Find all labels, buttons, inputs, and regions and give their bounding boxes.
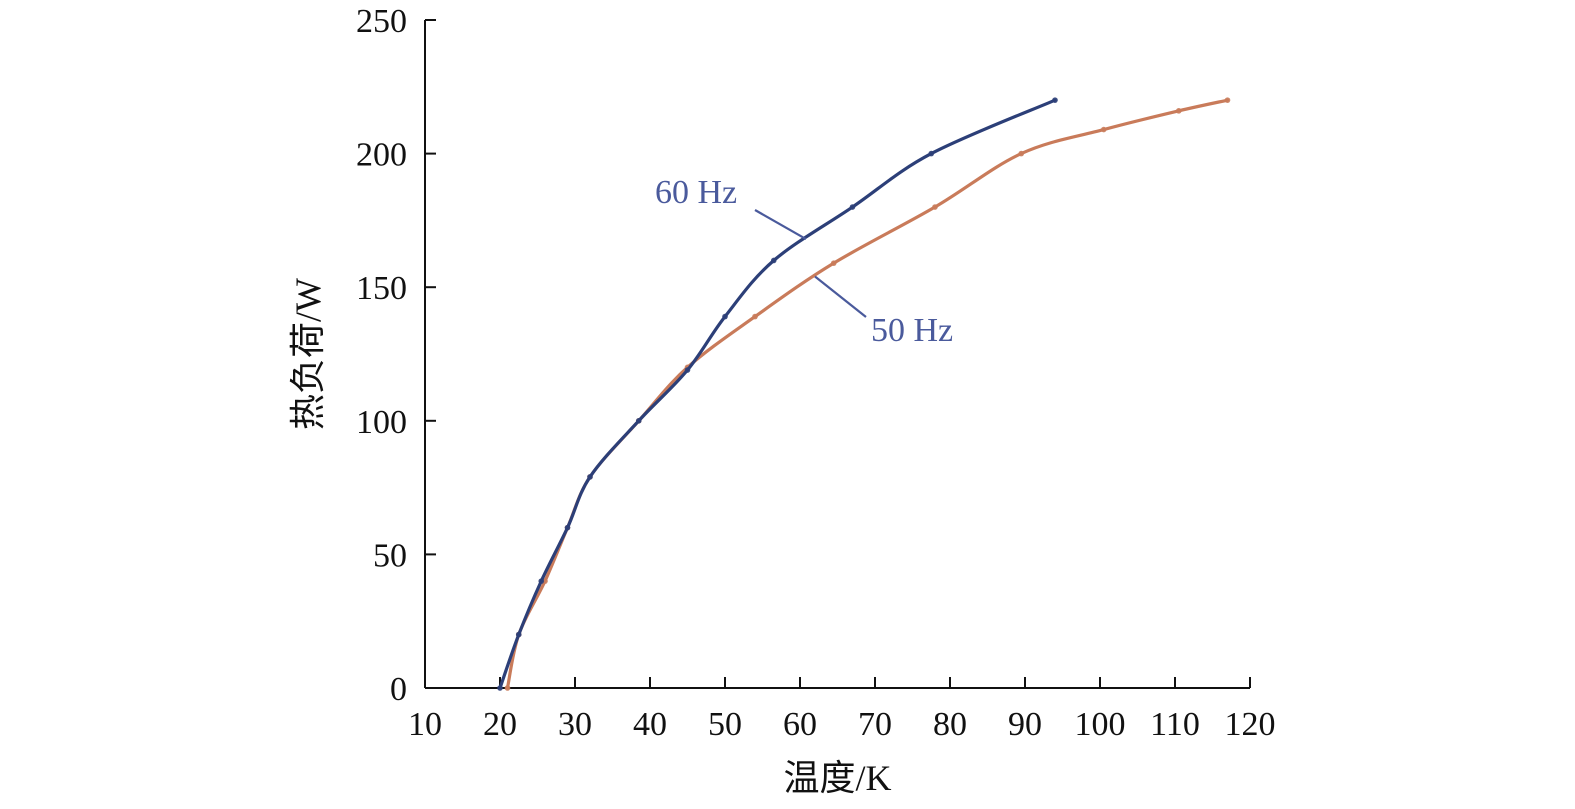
series-0-point-9 bbox=[849, 204, 856, 210]
x-tick-label-10: 10 bbox=[408, 706, 442, 743]
y-axis-title: 热负荷/W bbox=[288, 278, 328, 430]
series-0-point-5 bbox=[635, 418, 642, 424]
y-tick-label-200: 200 bbox=[356, 137, 407, 174]
series-label-60hz: 60 Hz bbox=[655, 174, 737, 211]
series-1-point-10 bbox=[1018, 150, 1025, 157]
series-0-point-8 bbox=[770, 257, 777, 264]
y-tick-label-150: 150 bbox=[356, 270, 407, 307]
y-tick-label-250: 250 bbox=[356, 3, 407, 40]
series-1-point-13 bbox=[1224, 97, 1231, 103]
series-0-point-11 bbox=[1052, 97, 1058, 103]
series-1-point-0 bbox=[504, 685, 511, 691]
series-0-point-7 bbox=[722, 313, 728, 320]
series-0-point-0 bbox=[497, 685, 503, 691]
x-tick-label-20: 20 bbox=[483, 706, 517, 743]
series-1-point-8 bbox=[830, 260, 837, 266]
series-1-point-9 bbox=[932, 204, 938, 210]
series-label-50hz: 50 Hz bbox=[871, 312, 953, 349]
x-tick-label-100: 100 bbox=[1075, 706, 1126, 743]
x-axis-title: 温度/K bbox=[783, 758, 891, 798]
x-tick-label-120: 120 bbox=[1225, 706, 1276, 743]
y-tick-label-100: 100 bbox=[356, 404, 407, 441]
x-tick-label-90: 90 bbox=[1008, 706, 1042, 743]
y-tick-label-0: 0 bbox=[390, 671, 407, 708]
x-tick-label-40: 40 bbox=[633, 706, 667, 743]
series-leader-50hz bbox=[814, 275, 867, 318]
series-1-50-hz bbox=[504, 97, 1231, 691]
x-tick-label-60: 60 bbox=[783, 706, 817, 743]
x-tick-label-110: 110 bbox=[1150, 706, 1200, 743]
series-leader-60hz bbox=[754, 209, 807, 241]
x-tick-label-30: 30 bbox=[558, 706, 592, 743]
axes-group: 10 20 30 40 50 60 70 80 90 100 110 120 0 50 100 150 200 2… bbox=[356, 3, 1276, 743]
y-tick-label-50: 50 bbox=[373, 537, 407, 574]
series-0-point-3 bbox=[564, 524, 571, 531]
series-line-0 bbox=[498, 98, 1057, 690]
series-label-group: 60 Hz 50 Hz bbox=[655, 174, 953, 349]
series-0-point-10 bbox=[928, 150, 935, 157]
x-tick-label-50: 50 bbox=[708, 706, 742, 743]
series-0-point-2 bbox=[538, 578, 545, 584]
series-0-point-6 bbox=[684, 367, 691, 373]
series-1-point-7 bbox=[752, 313, 758, 320]
series-0-point-1 bbox=[515, 631, 522, 638]
series-0-60-hz bbox=[497, 97, 1058, 691]
x-tick-label-70: 70 bbox=[858, 706, 892, 743]
series-group bbox=[497, 97, 1231, 691]
series-1-point-12 bbox=[1175, 108, 1182, 114]
series-1-point-11 bbox=[1100, 126, 1107, 133]
series-line-1 bbox=[505, 98, 1230, 690]
x-tick-label-80: 80 bbox=[933, 706, 967, 743]
series-0-point-4 bbox=[587, 474, 593, 480]
